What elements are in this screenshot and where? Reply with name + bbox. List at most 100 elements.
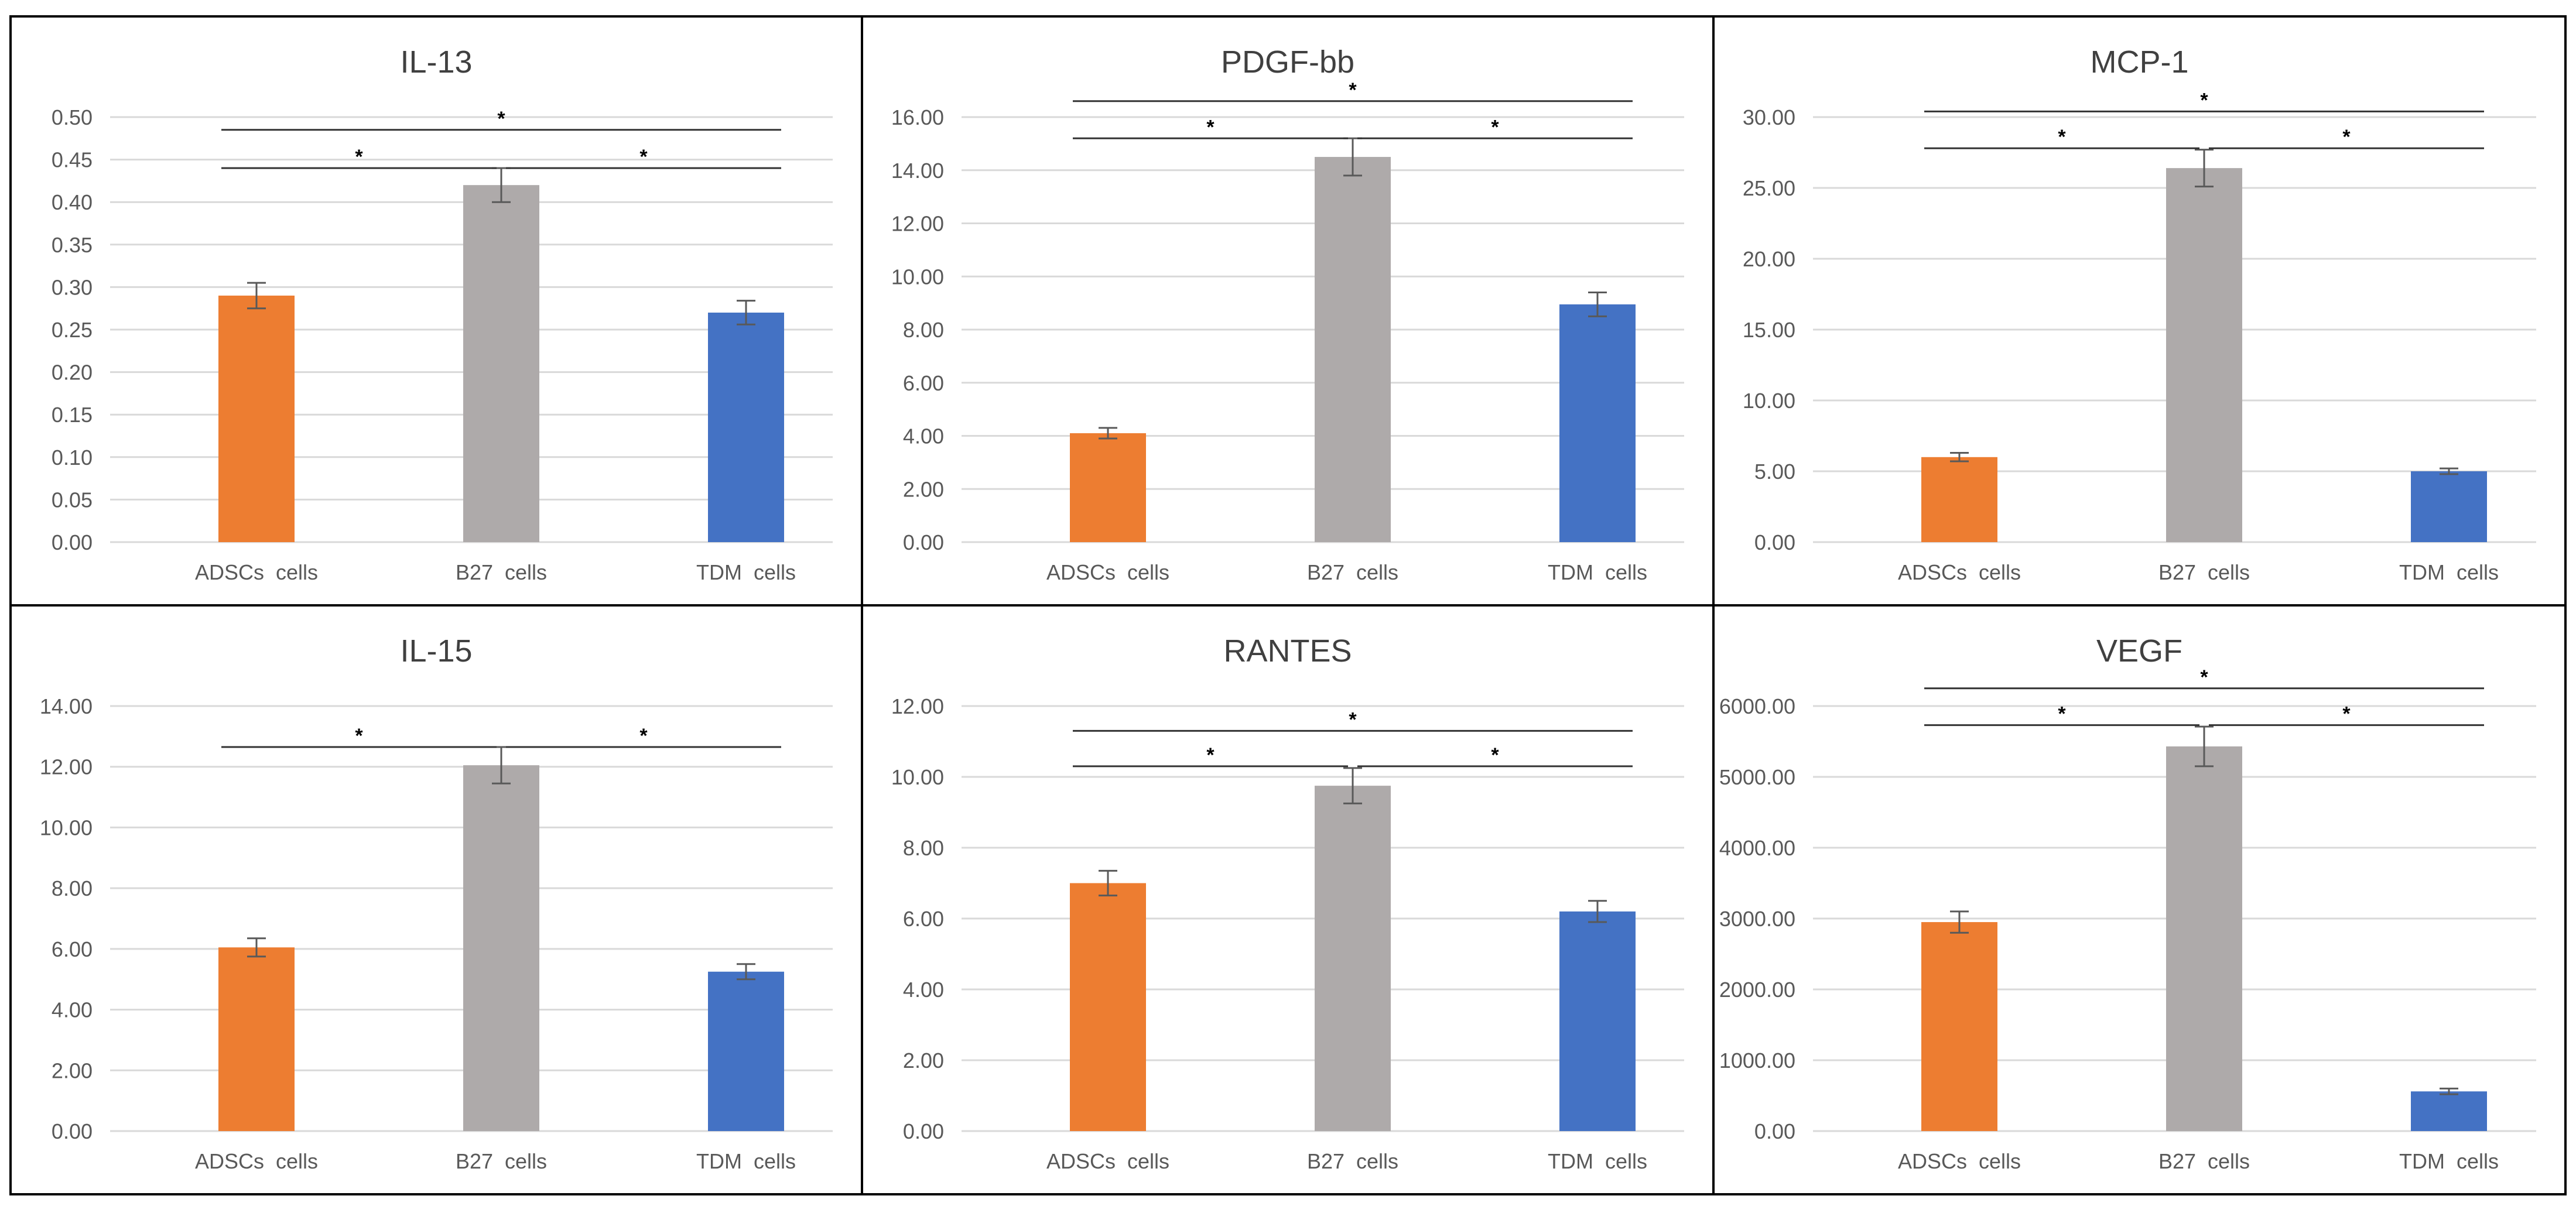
x-category-label: ADSCs cells (1898, 560, 2021, 584)
bar-1 (1921, 457, 1997, 542)
x-category-label: ADSCs cells (1046, 1149, 1169, 1173)
chart-title: PDGF-bb (1221, 44, 1354, 80)
significance-star: * (1491, 744, 1499, 766)
bar-1 (1070, 883, 1146, 1131)
y-tick-label: 2.00 (903, 1049, 944, 1073)
chart-panel-il-15: IL-15 0.00 2.00 4.00 6.00 8.00 10.00 12.00 14.00… (9, 604, 863, 1195)
chart-panel-il-13: IL-13 0.00 0.05 0.10 0.15 0.20 0.25 0.30 0.35 0.4… (9, 15, 863, 607)
y-tick-label: 0.00 (903, 530, 944, 554)
panel-border (1712, 604, 2567, 1195)
x-category-label: TDM cells (696, 1149, 796, 1173)
y-tick-label: 0.00 (52, 530, 93, 554)
significance-star: * (639, 725, 648, 747)
x-category-label: ADSCs cells (195, 560, 318, 584)
y-tick-label: 6.00 (52, 937, 93, 961)
y-tick-label: 8.00 (903, 318, 944, 342)
y-tick-label: 0.40 (52, 190, 93, 214)
chart-panel-rantes: RANTES 0.00 2.00 4.00 6.00 8.00 10.00 12.00 ADSC… (861, 604, 1715, 1195)
x-category-label: B27 cells (1307, 1149, 1398, 1173)
bar-2 (463, 765, 539, 1131)
significance-star: * (2200, 666, 2208, 688)
y-tick-label: 0.00 (52, 1119, 93, 1143)
y-tick-label: 0.20 (52, 361, 93, 385)
y-tick-label: 0.15 (52, 403, 93, 427)
y-tick-label: 0.00 (903, 1119, 944, 1143)
y-tick-label: 0.50 (52, 105, 93, 129)
y-tick-label: 10.00 (891, 765, 944, 789)
y-tick-label: 16.00 (891, 105, 944, 129)
significance-star: * (2342, 703, 2351, 725)
chart-panel-pdgf-bb: PDGF-bb 0.00 2.00 4.00 6.00 8.00 10.00 12.00 14.… (861, 15, 1715, 607)
bar-1 (218, 947, 295, 1131)
y-tick-label: 12.00 (40, 755, 93, 779)
x-category-label: B27 cells (456, 560, 547, 584)
significance-star: * (1206, 744, 1215, 766)
chart-panel-mcp-1: MCP-1 0.00 5.00 10.00 15.00 20.00 25.00 30.00 AD… (1712, 15, 2567, 607)
y-tick-label: 10.00 (891, 265, 944, 289)
bar-2 (2166, 168, 2242, 542)
y-tick-label: 2.00 (52, 1058, 93, 1082)
y-tick-label: 14.00 (40, 694, 93, 718)
significance-star: * (497, 108, 505, 130)
y-tick-label: 6.00 (903, 907, 944, 931)
significance-star: * (2058, 126, 2066, 148)
y-tick-label: 0.00 (1754, 530, 1795, 554)
x-category-label: B27 cells (456, 1149, 547, 1173)
y-tick-label: 30.00 (1743, 105, 1795, 129)
bar-2 (1315, 786, 1391, 1131)
y-tick-label: 12.00 (891, 694, 944, 718)
chart-title: IL-13 (400, 44, 472, 80)
y-tick-label: 0.10 (52, 446, 93, 470)
y-tick-label: 1000.00 (1719, 1049, 1795, 1073)
x-category-label: TDM cells (1548, 1149, 1647, 1173)
bar-1 (218, 295, 295, 542)
y-tick-label: 3000.00 (1719, 907, 1795, 931)
y-tick-label: 14.00 (891, 159, 944, 183)
y-tick-label: 0.00 (1754, 1119, 1795, 1143)
significance-star: * (1206, 116, 1215, 138)
chart-title: IL-15 (400, 633, 472, 669)
y-tick-label: 20.00 (1743, 247, 1795, 271)
y-tick-label: 25.00 (1743, 176, 1795, 200)
x-category-label: B27 cells (1307, 560, 1398, 584)
y-tick-label: 0.05 (52, 488, 93, 512)
significance-star: * (639, 146, 648, 168)
y-tick-label: 8.00 (52, 876, 93, 900)
significance-star: * (1349, 708, 1357, 731)
y-tick-label: 8.00 (903, 836, 944, 860)
y-tick-label: 0.30 (52, 275, 93, 299)
x-category-label: TDM cells (1548, 560, 1647, 584)
significance-star: * (2058, 703, 2066, 725)
bar-2 (2166, 746, 2242, 1131)
bar-3 (708, 971, 784, 1131)
y-tick-label: 5000.00 (1719, 765, 1795, 789)
y-tick-label: 0.25 (52, 318, 93, 342)
significance-star: * (2200, 89, 2208, 111)
bar-1 (1921, 922, 1997, 1131)
chart-title: RANTES (1223, 633, 1352, 669)
bar-3 (708, 312, 784, 542)
significance-star: * (2342, 126, 2351, 148)
x-category-label: TDM cells (2399, 560, 2499, 584)
y-tick-label: 5.00 (1754, 460, 1795, 484)
y-tick-label: 12.00 (891, 212, 944, 236)
bar-3 (1559, 911, 1636, 1131)
x-category-label: B27 cells (2158, 560, 2250, 584)
y-tick-label: 4.00 (903, 424, 944, 448)
significance-star: * (1349, 79, 1357, 101)
y-tick-label: 6.00 (903, 371, 944, 395)
x-category-label: B27 cells (2158, 1149, 2250, 1173)
y-tick-label: 6000.00 (1719, 694, 1795, 718)
y-tick-label: 2000.00 (1719, 978, 1795, 1002)
significance-star: * (355, 725, 363, 747)
x-category-label: TDM cells (2399, 1149, 2499, 1173)
chart-panel-vegf: VEGF 0.00 1000.00 2000.00 3000.00 4000.00 5000… (1712, 604, 2567, 1195)
x-category-label: ADSCs cells (1046, 560, 1169, 584)
significance-star: * (355, 146, 363, 168)
y-tick-label: 0.35 (52, 233, 93, 257)
x-category-label: TDM cells (696, 560, 796, 584)
y-tick-label: 4.00 (52, 998, 93, 1022)
y-tick-label: 4000.00 (1719, 836, 1795, 860)
bar-3 (1559, 304, 1636, 542)
